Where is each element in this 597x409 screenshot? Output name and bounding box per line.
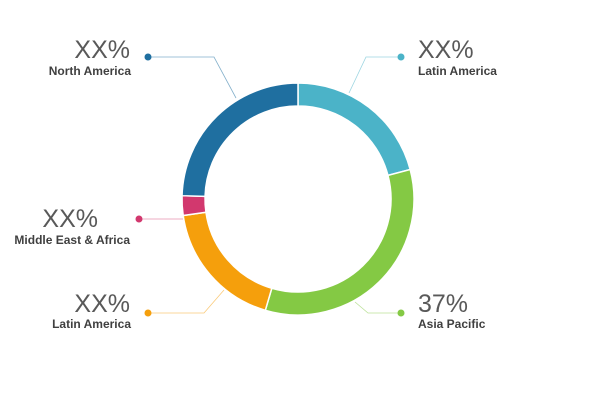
- donut-slice-4: [181, 194, 207, 217]
- slice-value-label-4: XX%: [42, 205, 98, 233]
- slice-value-label-3: XX%: [74, 290, 130, 318]
- callout-dot-4: [135, 215, 143, 223]
- slice-category-label-3: Latin America: [52, 317, 131, 331]
- donut-slice-2: [264, 168, 415, 316]
- slice-value-label-1: XX%: [418, 36, 474, 64]
- donut-slice-1: [297, 82, 412, 177]
- callout-line-5: [148, 56, 237, 99]
- donut-slice-5: [181, 82, 299, 198]
- slice-value-label-2: 37%: [418, 290, 468, 318]
- slice-category-label-1: Latin America: [418, 64, 497, 78]
- callout-dot-3: [144, 309, 152, 317]
- slice-category-label-4: Middle East & Africa: [14, 233, 130, 247]
- callout-dot-2: [397, 309, 405, 317]
- slice-category-label-2: Asia Pacific: [418, 317, 486, 331]
- callout-line-1: [348, 56, 401, 94]
- slice-value-label-5: XX%: [74, 36, 130, 64]
- callout-line-3: [148, 289, 225, 314]
- callout-dot-5: [144, 53, 152, 61]
- callout-dot-1: [397, 53, 405, 61]
- donut-slice-3: [182, 211, 273, 312]
- slice-category-label-5: North America: [49, 64, 132, 78]
- callout-line-2: [354, 301, 401, 314]
